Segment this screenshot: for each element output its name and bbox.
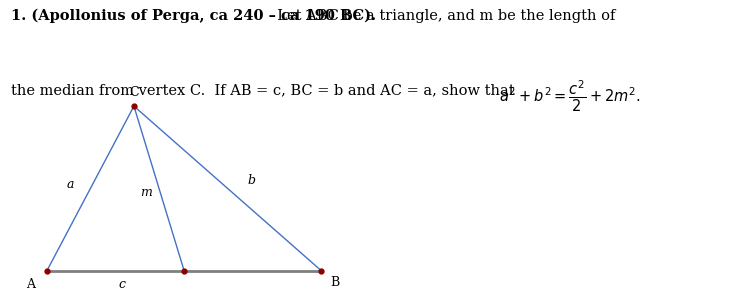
Text: m: m bbox=[139, 186, 152, 199]
Text: b: b bbox=[247, 174, 255, 187]
Text: 1. (Apollonius of Perga, ca 240 – ca 190 BC).: 1. (Apollonius of Perga, ca 240 – ca 190… bbox=[11, 9, 376, 23]
Text: the median from vertex C.  If AB = c, BC = b and AC = a, show that: the median from vertex C. If AB = c, BC … bbox=[11, 83, 524, 97]
Text: a: a bbox=[67, 178, 74, 191]
Text: A: A bbox=[26, 278, 34, 291]
Text: Let ABC be a triangle, and m be the length of: Let ABC be a triangle, and m be the leng… bbox=[268, 9, 615, 23]
Text: $a^2 + b^2 = \dfrac{c^2}{2} + 2m^2.$: $a^2 + b^2 = \dfrac{c^2}{2} + 2m^2.$ bbox=[499, 78, 641, 114]
Text: B: B bbox=[330, 276, 339, 289]
Text: C: C bbox=[129, 86, 139, 99]
Text: c: c bbox=[119, 278, 126, 291]
